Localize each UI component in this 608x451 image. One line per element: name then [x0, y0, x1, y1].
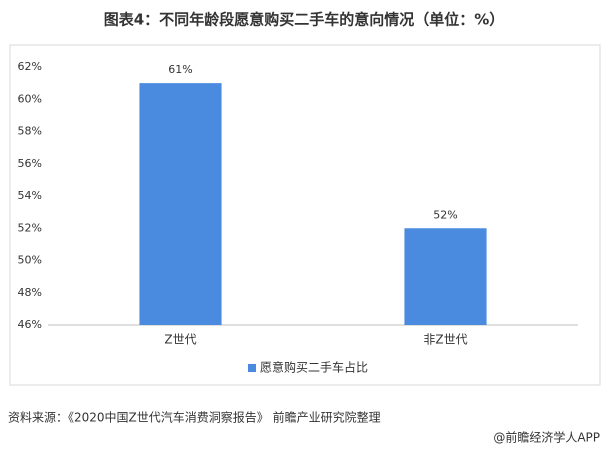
legend-label: 愿意购买二手车占比 [260, 360, 368, 375]
data-label: 52% [433, 208, 457, 221]
source: 资料来源：《2020中国Z世代汽车消费洞察报告》 前瞻产业研究院整理 [8, 410, 381, 425]
bar [404, 228, 487, 325]
data-label: 61% [168, 63, 192, 76]
y-tick-label: 56% [18, 157, 42, 170]
y-tick-label: 62% [18, 60, 42, 73]
chart-frame [9, 44, 601, 386]
x-tick-label: Z世代 [164, 333, 196, 347]
y-tick-label: 58% [18, 125, 42, 138]
bar [139, 83, 222, 325]
y-tick-label: 54% [18, 189, 42, 202]
y-tick-label: 52% [18, 221, 42, 234]
y-tick-label: 50% [18, 254, 42, 267]
y-tick-label: 60% [18, 92, 42, 105]
credit: @前瞻经济学人APP [493, 430, 600, 445]
y-tick-label: 46% [18, 318, 42, 331]
chart-title: 图表4：不同年龄段愿意购买二手车的意向情况（单位：%） [104, 11, 504, 29]
x-tick-label: 非Z世代 [423, 333, 467, 347]
y-tick-label: 48% [18, 286, 42, 299]
legend-swatch [248, 364, 256, 372]
